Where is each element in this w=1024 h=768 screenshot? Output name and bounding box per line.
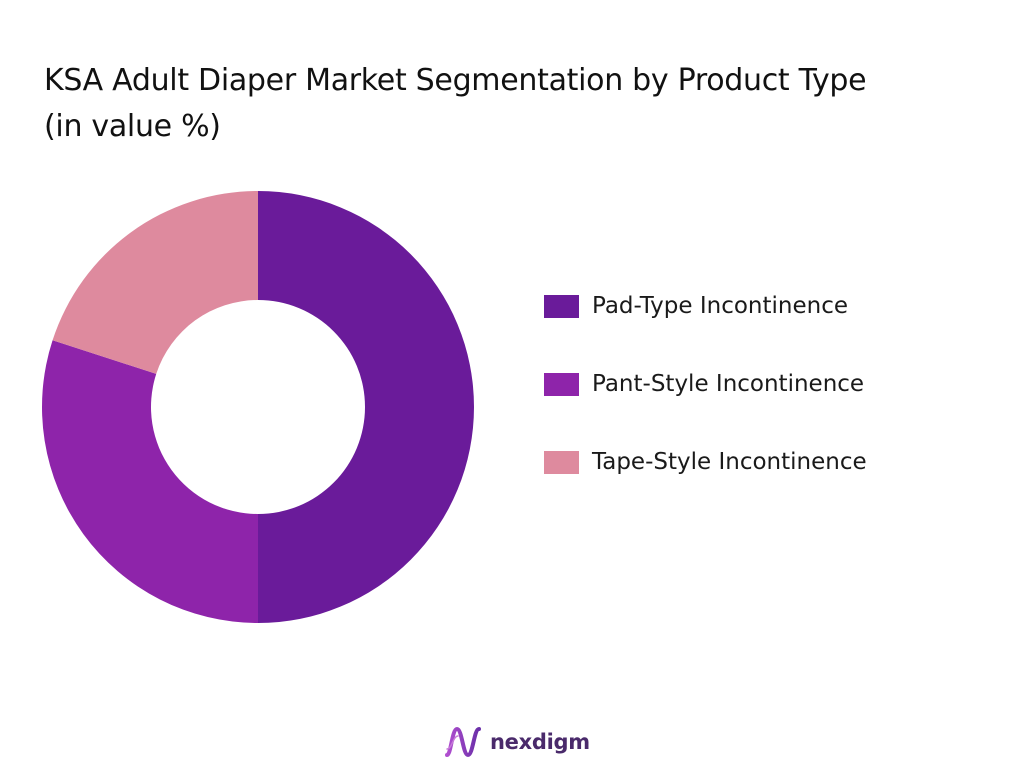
legend-label-pad-type: Pad-Type Incontinence — [592, 293, 849, 319]
donut-slice-tape-style-incontinence — [52, 191, 258, 374]
nexdigm-wave-logo-icon — [445, 726, 481, 758]
legend-item-tape-style: Tape-Style Incontinence — [544, 443, 867, 481]
legend-swatch-tape-style — [544, 450, 579, 474]
donut-slice-pad-type-incontinence — [258, 191, 474, 623]
legend-item-pant-style: Pant-Style Incontinence — [544, 365, 867, 403]
donut-slice-pant-style-incontinence — [42, 340, 258, 623]
legend-swatch-pad-type — [544, 294, 579, 318]
chart-title-line-1: KSA Adult Diaper Market Segmentation by … — [44, 63, 867, 98]
chart-title: KSA Adult Diaper Market Segmentation by … — [44, 58, 994, 150]
chart-title-line-2: (in value %) — [44, 109, 221, 144]
legend-label-tape-style: Tape-Style Incontinence — [592, 449, 867, 475]
legend-swatch-pant-style — [544, 372, 579, 396]
legend-item-pad-type: Pad-Type Incontinence — [544, 287, 867, 325]
legend-label-pant-style: Pant-Style Incontinence — [592, 371, 865, 397]
brand-name: nexdigm — [490, 730, 590, 754]
chart-legend: Pad-Type Incontinence Pant-Style Inconti… — [544, 287, 867, 521]
brand-footer: nexdigm — [444, 722, 590, 762]
